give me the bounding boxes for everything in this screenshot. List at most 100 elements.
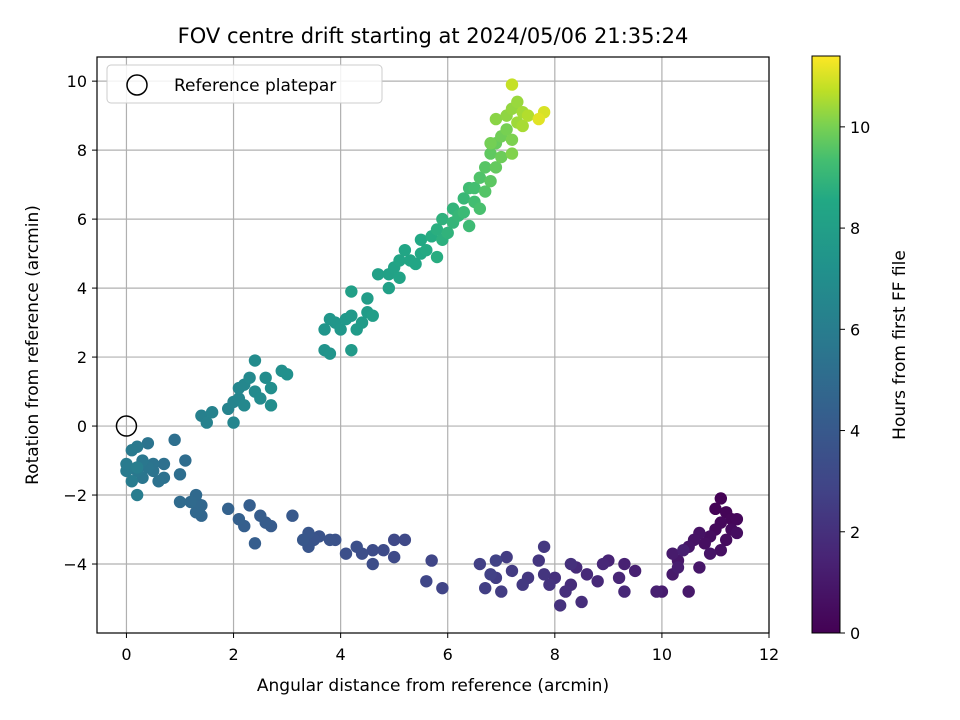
x-tick-label: 4 — [336, 645, 346, 664]
data-point — [157, 457, 171, 471]
data-point — [505, 78, 519, 91]
data-point — [671, 561, 685, 574]
data-point — [221, 502, 235, 516]
data-point — [436, 581, 449, 595]
data-point — [580, 568, 594, 581]
data-point — [350, 540, 363, 553]
y-tick-label: 0 — [77, 417, 87, 436]
data-point — [553, 599, 567, 612]
data-point — [189, 506, 203, 519]
data-point — [516, 119, 529, 133]
data-point — [345, 285, 358, 298]
data-point — [125, 443, 139, 457]
data-point — [200, 416, 213, 429]
data-point — [334, 323, 347, 336]
data-point — [505, 147, 519, 160]
data-point — [296, 533, 310, 547]
colorbar-ticks: 0 2 4 6 8 10 — [840, 118, 870, 643]
data-point — [420, 243, 433, 257]
data-point — [152, 475, 165, 488]
data-point — [345, 309, 358, 322]
y-tick-label: −4 — [63, 555, 87, 574]
data-point — [238, 399, 251, 412]
data-point — [703, 547, 717, 560]
data-point — [409, 257, 422, 271]
data-point — [130, 461, 144, 474]
data-point — [377, 544, 390, 557]
data-points — [115, 78, 744, 612]
data-point — [473, 557, 487, 571]
data-point — [120, 457, 133, 471]
data-point — [719, 533, 733, 547]
data-point — [596, 557, 610, 571]
colorbar-tick-label: 0 — [850, 624, 860, 643]
data-point — [168, 433, 181, 447]
data-point — [457, 192, 470, 205]
colorbar-tick-label: 8 — [850, 219, 860, 238]
data-point — [730, 526, 744, 540]
data-point — [677, 544, 690, 557]
data-point — [537, 568, 551, 581]
data-point — [495, 585, 508, 598]
y-tick-label: 2 — [77, 348, 87, 367]
y-axis-label: Rotation from reference (arcmin) — [23, 205, 43, 485]
x-tick-label: 8 — [550, 645, 560, 664]
data-point — [248, 537, 262, 550]
data-point — [479, 161, 492, 174]
data-point — [286, 509, 299, 522]
data-point — [618, 585, 631, 598]
data-point — [682, 585, 695, 598]
data-point — [500, 550, 513, 564]
data-point — [666, 547, 679, 560]
data-point — [479, 185, 492, 198]
data-point — [430, 250, 444, 264]
y-tick-label: −2 — [63, 486, 87, 505]
data-point — [248, 354, 262, 367]
data-point — [254, 392, 267, 405]
data-point — [516, 578, 529, 591]
data-point — [323, 312, 337, 326]
data-point — [489, 554, 503, 567]
grid-lines — [97, 57, 770, 633]
legend-marker-reference — [126, 74, 148, 96]
data-point — [473, 202, 487, 215]
x-axis-ticks: 0 2 4 6 8 10 12 — [121, 633, 779, 664]
data-point — [698, 537, 711, 550]
colorbar-tick-label: 6 — [850, 320, 860, 339]
plot-frame — [96, 56, 770, 634]
data-point — [505, 564, 519, 578]
data-point — [628, 564, 642, 578]
legend-label-reference: Reference platepar — [174, 76, 336, 96]
data-point — [125, 475, 139, 488]
data-point — [339, 547, 353, 560]
data-point — [355, 316, 369, 329]
data-point — [511, 95, 524, 109]
data-point — [532, 554, 545, 567]
data-point — [612, 571, 626, 585]
data-point — [500, 123, 513, 136]
data-point — [709, 502, 722, 516]
data-point — [484, 174, 497, 188]
data-point — [473, 171, 487, 184]
legend-box — [106, 64, 383, 104]
y-tick-label: 4 — [77, 279, 87, 298]
data-point — [264, 399, 278, 412]
legend: Reference platepar — [106, 64, 383, 104]
data-point — [323, 533, 337, 547]
data-point — [345, 343, 358, 357]
data-point — [714, 544, 728, 557]
data-point — [425, 554, 438, 567]
data-point — [366, 544, 379, 557]
colorbar-tick-label: 10 — [850, 118, 870, 137]
data-point — [693, 561, 706, 574]
data-point — [318, 323, 331, 336]
x-tick-label: 6 — [443, 645, 453, 664]
data-point — [479, 581, 492, 595]
data-point — [495, 150, 508, 164]
colorbar-tick-label: 4 — [850, 422, 860, 441]
data-point — [398, 533, 412, 547]
data-point — [387, 533, 401, 547]
colorbar-gradient — [811, 55, 841, 634]
